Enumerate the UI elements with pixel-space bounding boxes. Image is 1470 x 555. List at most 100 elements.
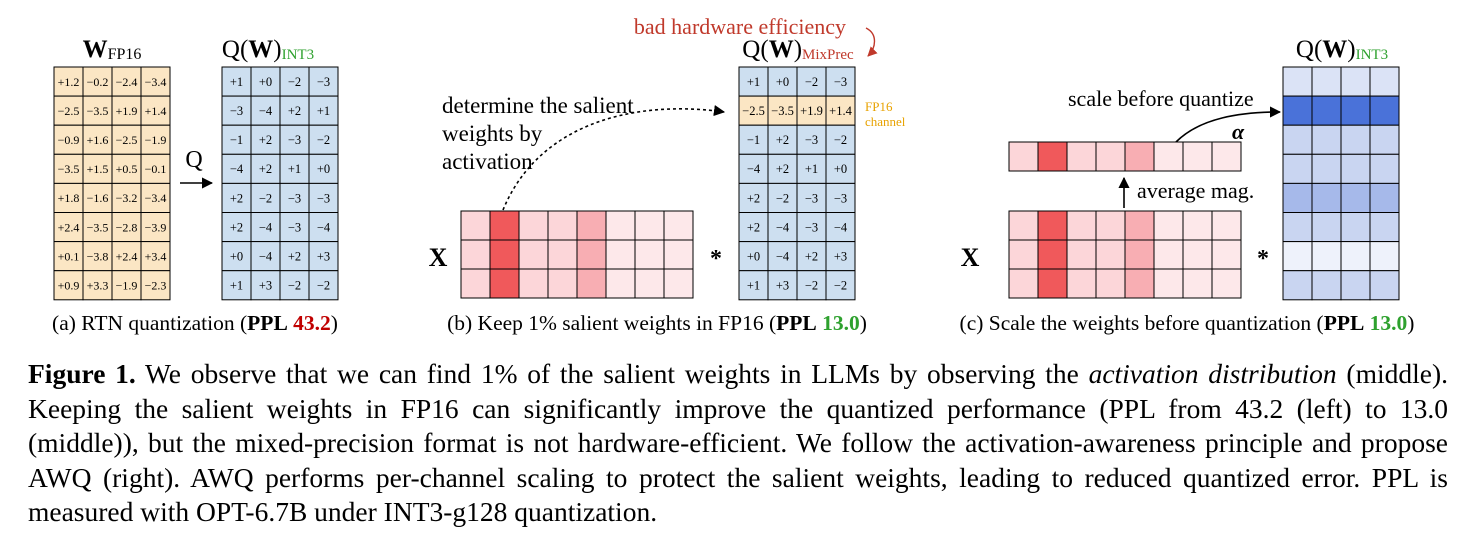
activation-c-cell — [1124, 239, 1155, 270]
mixed-matrix-cell — [767, 182, 798, 213]
int3-matrix-value: −3 — [288, 220, 301, 234]
fp16-matrix-value: −1.9 — [116, 278, 138, 292]
quant-title-a-sub: INT3 — [282, 47, 315, 63]
bad-hw-arrow — [865, 27, 878, 57]
activation-c-cell — [1066, 210, 1097, 241]
quant-title-b-post: ) — [794, 36, 802, 63]
fp16-matrix-value: −1.6 — [87, 191, 109, 205]
fp16-matrix-cell — [111, 212, 142, 243]
mixed-matrix-value: −3 — [805, 133, 818, 147]
quant-title-b-pre: Q( — [742, 36, 768, 63]
fp16-matrix-cell — [140, 124, 171, 155]
svg-text:Q(W)INT3: Q(W)INT3 — [222, 36, 314, 63]
average-mag-note: average mag. — [1137, 178, 1254, 203]
panel-b-ppl-value: 13.0 — [822, 311, 860, 335]
mixed-matrix-value: −3.5 — [771, 104, 794, 118]
quant-title-c-sub: INT3 — [1356, 47, 1389, 63]
mixed-matrix-cell — [738, 124, 769, 155]
fp16-matrix-value: −3.5 — [58, 162, 80, 176]
weight-c-cell — [1282, 153, 1313, 184]
mixed-matrix-cell — [767, 153, 798, 184]
int3-matrix-value: −4 — [259, 104, 273, 118]
fp16-matrix-value: +1.4 — [145, 104, 167, 118]
weight-c-cell — [1282, 95, 1313, 126]
mixed-matrix-value: +0 — [747, 250, 760, 264]
panel-c: Q(W)INT3 scale before quantize α average… — [960, 36, 1415, 335]
int3-matrix-value: +0 — [317, 162, 330, 176]
mixed-matrix-value: +1.4 — [829, 104, 852, 118]
fp16-matrix-cell — [140, 182, 171, 213]
activation-b-cell — [547, 268, 578, 299]
fp16-matrix-value: −3.4 — [145, 191, 167, 205]
int3-matrix-value: −2 — [317, 133, 330, 147]
mixed-matrix-value: −2 — [805, 75, 818, 89]
activation-c-cell — [1124, 268, 1155, 299]
weight-c-cell — [1311, 182, 1342, 213]
int3-matrix-value: −1 — [230, 133, 243, 147]
activation-c-cell — [1095, 210, 1126, 241]
weight-c-cell — [1282, 241, 1313, 272]
int3-matrix-value: +3 — [317, 250, 330, 264]
caption-italic: activation distribution — [1088, 358, 1337, 389]
int3-matrix-value: +2 — [230, 220, 243, 234]
activation-b-cell — [605, 268, 636, 299]
fp16-matrix-value: +3.4 — [145, 249, 167, 263]
int3-matrix-cell — [279, 182, 310, 213]
weight-c-cell — [1340, 241, 1371, 272]
fp16-matrix-cell — [82, 95, 113, 126]
avg-vector-cell — [1153, 141, 1184, 172]
fp16-matrix-value: −2.5 — [116, 133, 138, 147]
activation-b-cell — [518, 268, 549, 299]
quant-title-a-post: ) — [273, 36, 281, 63]
activation-c-cell — [1037, 268, 1068, 299]
multiply-c: * — [1257, 246, 1269, 272]
activation-matrix-b — [460, 210, 694, 299]
figure-1: WFP16 Q(W)INT3 +1.2 −0.2 −2.4 −3.4 −2.5 −3.5 +… — [52, 14, 1415, 335]
weight-c-cell — [1282, 182, 1313, 213]
weight-c-cell — [1282, 124, 1313, 155]
weight-c-cell — [1311, 212, 1342, 243]
fp16-matrix-value: −0.1 — [145, 162, 167, 176]
int3-matrix-value: −3 — [317, 191, 330, 205]
panel-a-ppl-value: 43.2 — [293, 311, 331, 335]
mixed-matrix-cell — [825, 66, 856, 97]
svg-text:WFP16: WFP16 — [83, 36, 142, 63]
activation-b-cell — [634, 239, 665, 270]
fp16-matrix-value: −0.9 — [58, 133, 80, 147]
mixed-matrix-cell — [796, 212, 827, 243]
scale-before-quantize-note: scale before quantize — [1068, 86, 1254, 111]
mixed-matrix-cell — [738, 153, 769, 184]
weight-title-w: W — [83, 36, 108, 63]
int3-matrix-cell — [221, 212, 252, 243]
fp16-matrix-value: +0.9 — [58, 278, 80, 292]
mixed-matrix-value: −4 — [834, 220, 848, 234]
activation-c-cell — [1008, 268, 1039, 299]
mixed-matrix-value: −4 — [747, 162, 761, 176]
avg-vector-cell — [1182, 141, 1213, 172]
avg-vector-cell — [1095, 141, 1126, 172]
caption-text-2: (middle). Keeping the salient weights in… — [28, 358, 1448, 527]
quant-title-c-pre: Q( — [1296, 36, 1322, 63]
int3-matrix-value: −4 — [259, 220, 273, 234]
mixed-matrix-cell — [738, 66, 769, 97]
mixed-matrix-value: −2 — [834, 279, 847, 293]
mixed-matrix-value: +1.9 — [800, 104, 823, 118]
int3-matrix-cell — [250, 153, 281, 184]
activation-b-cell — [460, 210, 491, 241]
activation-c-cell — [1182, 210, 1213, 241]
activation-c-cell — [1066, 268, 1097, 299]
mixed-matrix-value: +0 — [834, 162, 847, 176]
int3-matrix-cell — [250, 124, 281, 155]
activation-b-cell — [605, 210, 636, 241]
panel-c-label-post: ) — [1407, 311, 1414, 335]
weight-c-cell — [1340, 212, 1371, 243]
panel-b-label-post: ) — [860, 311, 867, 335]
bad-hw-efficiency-note: bad hardware efficiency — [634, 14, 846, 39]
panel-c-label-ppl: PPL — [1324, 311, 1365, 335]
quant-title-a-pre: Q( — [222, 36, 248, 63]
mixed-matrix-cell — [767, 124, 798, 155]
activation-c-cell — [1066, 239, 1097, 270]
activation-c-cell — [1153, 239, 1184, 270]
mixed-matrix-cell — [767, 270, 798, 301]
mixed-matrix-cell — [825, 153, 856, 184]
